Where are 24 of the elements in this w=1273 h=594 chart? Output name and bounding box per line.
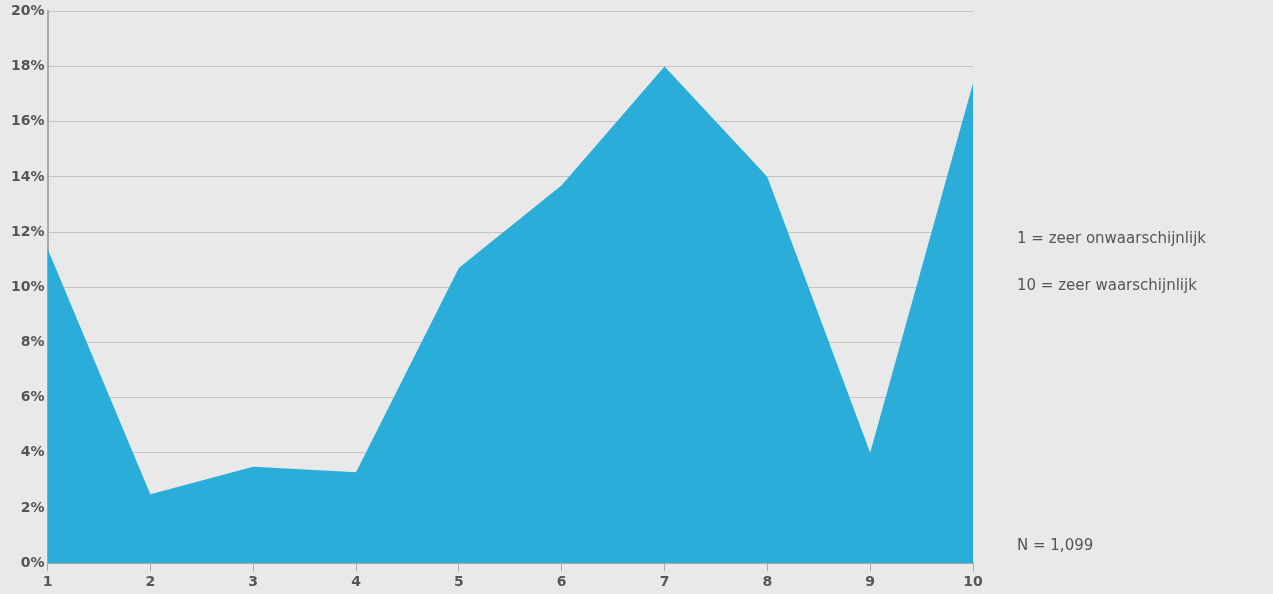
y-tick-label: 20% — [10, 2, 45, 19]
y-tick-label: 0% — [20, 553, 45, 570]
y-tick-label: 6% — [20, 388, 45, 405]
y-tick-label: 16% — [10, 112, 45, 129]
x-tick-label: 1 — [42, 573, 53, 590]
x-tick-label: 5 — [453, 573, 464, 590]
x-tick-label: 7 — [659, 573, 670, 590]
y-tick-label: 18% — [10, 57, 45, 74]
y-tick-label: 10% — [10, 277, 45, 294]
y-tick-label: 4% — [20, 443, 45, 460]
x-tick-label: 8 — [762, 573, 773, 590]
text: 10 = zeer waarschijnlijk — [1017, 276, 1197, 294]
text: N = 1,099 — [1017, 536, 1094, 554]
y-tick-label: 8% — [20, 333, 45, 350]
y-tick-label: 12% — [10, 222, 45, 239]
y-tick-label: 2% — [20, 498, 45, 515]
x-tick-label: 6 — [556, 573, 567, 590]
text: 1 = zeer onwaarschijnlijk — [1017, 229, 1207, 247]
x-tick-label: 9 — [865, 573, 876, 590]
x-tick-label: 10 — [963, 573, 983, 590]
y-tick-label: 14% — [10, 167, 45, 184]
x-tick-label: 4 — [351, 573, 362, 590]
x-tick-label: 3 — [248, 573, 259, 590]
x-tick-label: 2 — [145, 573, 156, 590]
